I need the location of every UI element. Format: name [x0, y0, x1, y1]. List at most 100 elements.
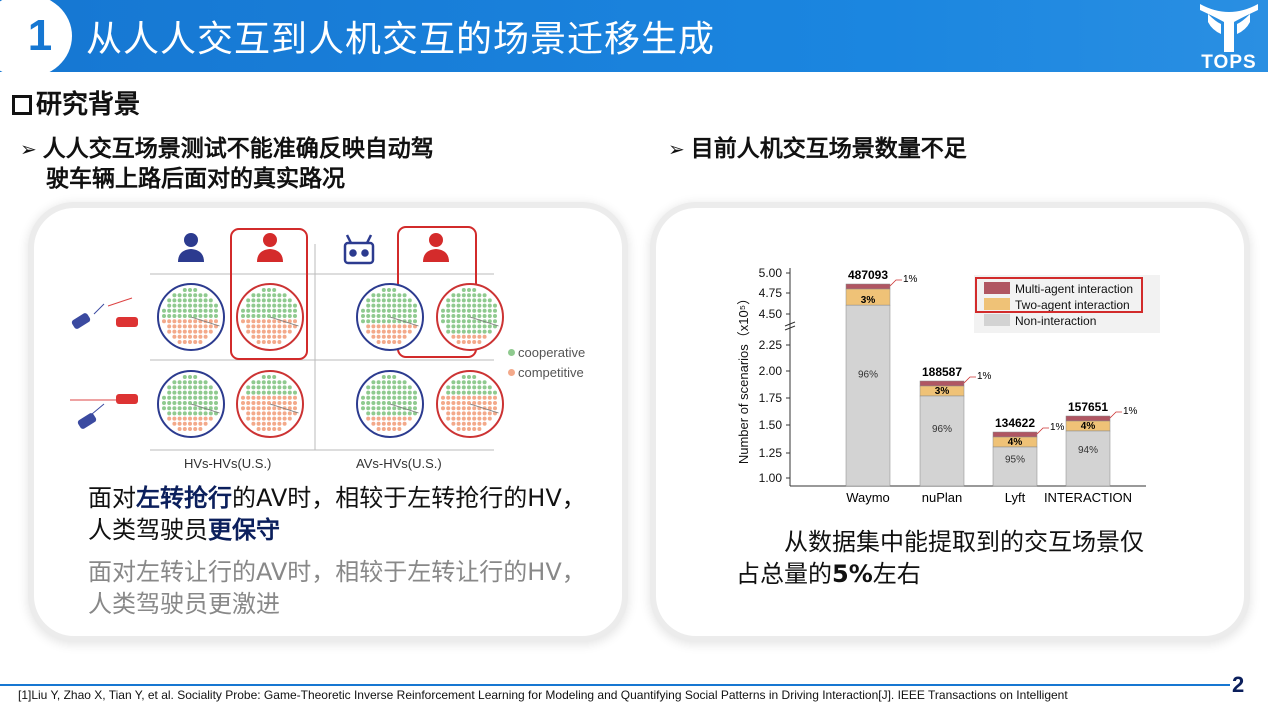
finding-text-1-part2: 的AV时，相较于左转抢行的HV，人类驾驶员 [88, 484, 586, 544]
ratio-circle [356, 283, 424, 351]
x-tick-label: nuPlan [922, 490, 962, 505]
bar-label-multi: 1% [977, 371, 992, 382]
person-icon [257, 233, 283, 262]
legend-swatch [984, 314, 1010, 326]
legend-competitive-label: competitive [518, 365, 584, 380]
logo-icon [1200, 4, 1258, 52]
group-label-av-hv: AVs-HVs(U.S.) [356, 456, 442, 471]
conclusion-text-highlight: 5% [832, 560, 873, 588]
y-tick-label: 1.00 [759, 471, 783, 485]
legend-swatch [984, 282, 1010, 294]
car-icon [70, 394, 138, 429]
ratio-circle [157, 370, 225, 438]
ratio-circles [157, 283, 504, 438]
bar-segment-multi [845, 283, 891, 290]
legend-cooperative-label: cooperative [518, 345, 586, 360]
ratio-circle [356, 370, 424, 438]
ratio-circle [236, 283, 304, 351]
bar-label-two: 3% [861, 295, 876, 306]
bar-label-multi: 1% [1123, 406, 1138, 417]
conclusion-text-part1: 从数据集中能提取到的交互场景仅占总量的 [736, 528, 1144, 588]
bar-total-label: 487093 [848, 268, 888, 282]
chart-bars: 3% 96% 487093 1% Waymo 3% 96% 188587 1% nuPlan 4% 9… [845, 268, 1138, 505]
robot-icon [343, 234, 375, 265]
x-tick-label: INTERACTION [1044, 490, 1132, 505]
bar-total-label: 157651 [1068, 400, 1108, 414]
chart-axes: 1.00 1.25 1.50 1.75 2.00 2.25 4.50 4.75 5.00 Numb… [736, 266, 1146, 487]
bar-segment-non [919, 395, 965, 487]
tops-logo: TOPS [1194, 0, 1264, 76]
left-panel [34, 208, 622, 636]
finding-text-1-part1: 面对 [88, 484, 136, 512]
section-heading: 研究背景 [12, 84, 140, 121]
conclusion-text: 从数据集中能提取到的交互场景仅占总量的5%左右 [736, 526, 1156, 590]
y-tick-label: 2.25 [759, 338, 783, 352]
x-tick-label: Waymo [846, 490, 890, 505]
legend-swatch [984, 298, 1010, 310]
bar-label-two: 4% [1008, 437, 1023, 448]
legend-dot-icon [508, 349, 515, 356]
highlight-box [230, 228, 308, 360]
legend-label: Multi-agent interaction [1015, 282, 1133, 296]
left-bullet-line1: 人人交互场景测试不能准确反映自动驾 [42, 136, 434, 162]
bar-segment-non [845, 304, 891, 487]
ratio-circle [436, 283, 504, 351]
legend-label: Non-interaction [1015, 314, 1096, 328]
footer-divider [0, 684, 1230, 686]
arrow-bullet-icon: ➢ [668, 137, 685, 161]
right-bullet-text: 目前人机交互场景数量不足 [690, 136, 967, 162]
y-tick-label: 1.75 [759, 391, 783, 405]
left-bullet: ➢ 人人交互场景测试不能准确反映自动驾 驶车辆上路后面对的真实路况 [20, 134, 540, 194]
bar-label-non: 96% [858, 369, 878, 380]
ratio-circle [157, 283, 225, 351]
y-axis-label: Number of scenarios（x10⁵） [736, 292, 751, 464]
logo-text: TOPS [1201, 52, 1257, 73]
grid-lines [150, 244, 494, 451]
bar-label-two: 4% [1081, 421, 1096, 432]
y-tick-label: 5.00 [759, 266, 783, 280]
finding-text-1: 面对左转抢行的AV时，相较于左转抢行的HV，人类驾驶员更保守 [88, 482, 588, 546]
person-icon [423, 233, 449, 262]
square-bullet-icon [12, 95, 32, 115]
scenario-bar-chart: 1.00 1.25 1.50 1.75 2.00 2.25 4.50 4.75 5.00 Numb… [736, 266, 1160, 505]
person-icon [178, 233, 204, 262]
page-title: 从人人交互到人机交互的场景迁移生成 [86, 19, 716, 60]
y-tick-label: 2.00 [759, 364, 783, 378]
right-bullet: ➢ 目前人机交互场景数量不足 [668, 134, 1188, 164]
header-bar: 1 从人人交互到人机交互的场景迁移生成 TOPS [0, 0, 1268, 78]
finding-text-1-highlight1: 左转抢行 [136, 484, 232, 512]
y-tick-label: 1.25 [759, 446, 783, 460]
bar-label-non: 94% [1078, 445, 1098, 456]
finding-text-2: 面对左转让行的AV时，相较于左转让行的HV，人类驾驶员更激进 [88, 558, 586, 618]
bar-segment-non [992, 446, 1038, 487]
y-tick-label: 4.50 [759, 307, 783, 321]
finding-text-1-highlight2: 更保守 [208, 516, 280, 544]
bar-label-two: 3% [935, 386, 950, 397]
bar-segment-non [1065, 430, 1111, 487]
group-label-hv-hv: HVs-HVs(U.S.) [184, 456, 272, 471]
bar-label-non: 95% [1005, 455, 1025, 466]
legend-label: Two-agent interaction [1015, 298, 1130, 312]
ratio-circle [436, 370, 504, 438]
y-tick-label: 4.75 [759, 286, 783, 300]
conclusion-text-part2: 左右 [872, 560, 921, 588]
left-bullet-line2: 驶车辆上路后面对的真实路况 [46, 166, 345, 192]
arrow-bullet-icon: ➢ [20, 137, 37, 161]
bar-total-label: 188587 [922, 365, 962, 379]
section-number: 1 [0, 0, 72, 78]
footer-reference: [1]Liu Y, Zhao X, Tian Y, et al. Sociali… [18, 688, 1068, 702]
legend-competitive: competitive [508, 365, 584, 380]
x-tick-label: Lyft [1005, 490, 1026, 505]
ratio-circle [236, 370, 304, 438]
page-number: 2 [1232, 672, 1245, 697]
chart-legend: Multi-agent interaction Two-agent interac… [974, 275, 1160, 333]
interaction-diagram [70, 226, 504, 451]
legend-highlight-box [975, 277, 1143, 313]
bar-label-multi: 1% [1050, 422, 1065, 433]
section-heading-text: 研究背景 [36, 90, 141, 120]
legend-cooperative: cooperative [508, 345, 585, 360]
y-tick-label: 1.50 [759, 418, 783, 432]
bar-label-multi: 1% [903, 274, 918, 285]
car-icon [71, 297, 138, 329]
bar-total-label: 134622 [995, 416, 1035, 430]
